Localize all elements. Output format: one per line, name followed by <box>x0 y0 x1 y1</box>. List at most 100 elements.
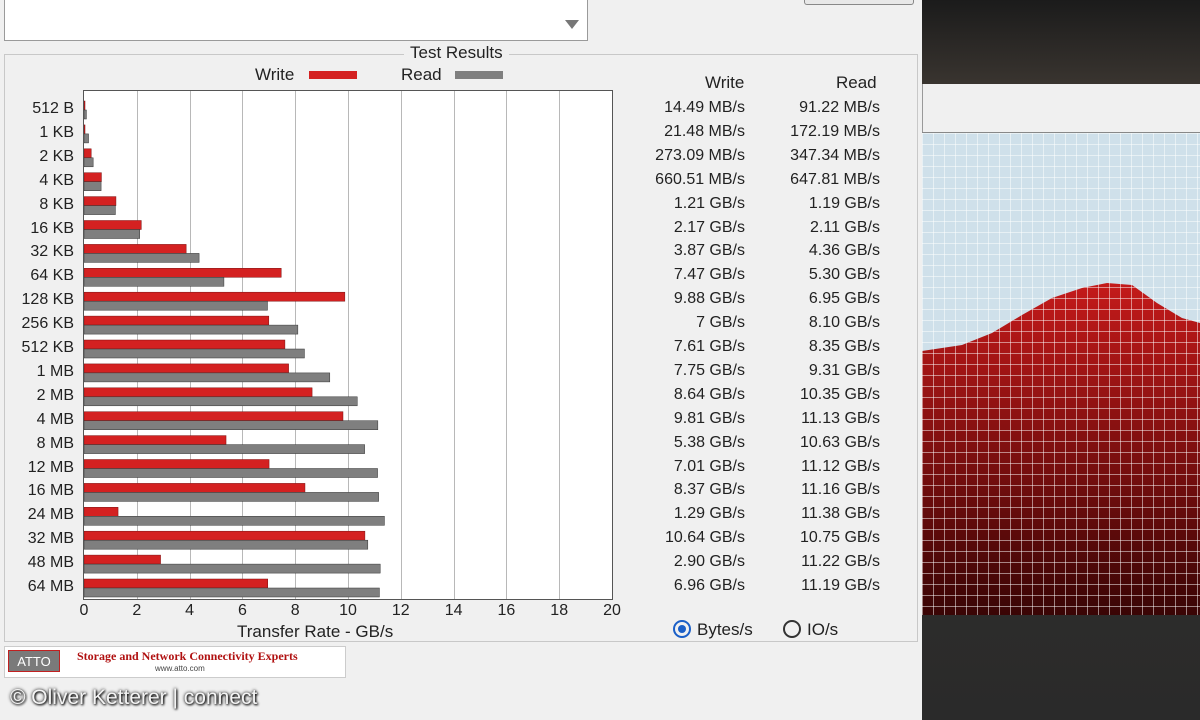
read-bar <box>84 563 381 574</box>
atto-logo-banner: ATTO Storage and Network Connectivity Ex… <box>4 646 346 678</box>
x-axis-tick: 20 <box>603 602 621 619</box>
x-axis-tick: 8 <box>290 602 300 619</box>
y-axis-label: 512 KB <box>21 339 74 356</box>
write-bar <box>84 220 142 230</box>
read-value: 1.19 GB/s <box>808 194 880 212</box>
write-bar <box>84 578 268 589</box>
write-value: 660.51 MB/s <box>655 170 745 188</box>
read-bar <box>84 348 305 359</box>
y-axis-label: 1 KB <box>39 123 74 141</box>
write-value: 21.48 MB/s <box>664 122 745 140</box>
write-value: 14.49 MB/s <box>664 99 745 116</box>
write-value: 1.21 GB/s <box>673 194 745 212</box>
write-bar <box>84 148 92 159</box>
y-axis-label: 32 MB <box>27 530 74 548</box>
read-value: 11.22 GB/s <box>801 553 880 571</box>
read-bar <box>84 181 102 191</box>
read-column-header: Read <box>836 73 877 92</box>
logo-tagline: Storage and Network Connectivity Experts <box>77 649 298 663</box>
read-bar <box>84 539 369 550</box>
read-value: 647.81 MB/s <box>790 170 880 188</box>
io-radio-label[interactable]: IO/s <box>807 620 839 639</box>
read-value: 10.63 GB/s <box>799 433 880 451</box>
y-axis-label: 1 MB <box>36 362 74 380</box>
y-axis-label: 64 MB <box>27 578 74 595</box>
read-value: 8.35 GB/s <box>808 338 880 355</box>
read-bar <box>84 420 379 430</box>
write-value: 5.38 GB/s <box>673 433 745 451</box>
bytes-radio[interactable] <box>673 620 691 638</box>
read-bar <box>84 468 378 478</box>
read-value: 10.35 GB/s <box>799 385 880 403</box>
y-axis-label: 4 KB <box>39 171 74 189</box>
read-value: 6.95 GB/s <box>808 290 880 308</box>
io-radio[interactable] <box>783 620 801 638</box>
read-bar <box>84 516 385 526</box>
read-bar <box>84 205 116 215</box>
y-axis-label: 32 KB <box>30 243 74 261</box>
read-value: 91.22 MB/s <box>799 99 880 116</box>
read-bar <box>84 492 379 502</box>
write-bar <box>84 124 86 135</box>
write-value: 8.64 GB/s <box>673 385 745 403</box>
chevron-down-icon[interactable] <box>565 20 579 29</box>
y-axis-label: 12 MB <box>27 458 74 476</box>
read-bar <box>84 396 358 407</box>
read-value: 11.12 GB/s <box>801 457 880 475</box>
x-axis-tick: 10 <box>339 602 357 619</box>
read-value: 5.30 GB/s <box>808 266 880 284</box>
drive-select-dropdown[interactable] <box>4 0 588 41</box>
write-value: 7.61 GB/s <box>673 338 745 355</box>
write-value: 8.37 GB/s <box>673 481 745 499</box>
write-bar <box>84 411 344 421</box>
read-value: 10.75 GB/s <box>799 529 880 547</box>
y-axis-label: 128 KB <box>21 291 74 309</box>
copyright-text: © Oliver Ketterer | connect <box>10 686 258 709</box>
read-bar <box>84 253 200 263</box>
write-bar <box>84 483 306 493</box>
read-bar <box>84 372 331 383</box>
write-bar <box>84 530 366 541</box>
y-axis-label: 2 KB <box>39 147 74 165</box>
y-axis-label: 48 MB <box>27 554 74 572</box>
read-value: 11.16 GB/s <box>801 481 880 499</box>
x-axis-tick: 12 <box>391 602 410 619</box>
write-bar <box>84 554 161 565</box>
y-axis-label: 4 MB <box>36 410 74 428</box>
legend-write-label: Write <box>255 65 295 84</box>
write-bar <box>84 100 86 111</box>
y-axis-label: 64 KB <box>30 267 74 285</box>
write-value: 9.81 GB/s <box>673 409 745 427</box>
top-button[interactable] <box>804 0 914 5</box>
bytes-radio-label[interactable]: Bytes/s <box>697 620 753 639</box>
read-value: 9.31 GB/s <box>808 361 880 379</box>
y-axis-label: 2 MB <box>36 386 74 404</box>
read-bar <box>84 157 94 168</box>
read-value: 11.13 GB/s <box>801 409 880 427</box>
read-value: 4.36 GB/s <box>808 242 880 260</box>
write-column-header: Write <box>705 73 745 92</box>
write-value: 1.29 GB/s <box>673 505 745 523</box>
x-axis-tick: 2 <box>132 602 142 619</box>
x-axis-tick: 4 <box>185 602 195 619</box>
legend-read-swatch <box>455 71 503 79</box>
read-value: 2.11 GB/s <box>810 218 880 236</box>
legend-write-swatch <box>309 71 357 79</box>
read-bar <box>84 444 365 454</box>
chart-plot-area <box>83 90 613 600</box>
write-bar <box>84 268 282 278</box>
bar-chart <box>84 91 560 599</box>
write-value: 3.87 GB/s <box>673 242 745 260</box>
read-bar <box>84 324 299 335</box>
write-bar <box>84 315 270 326</box>
y-axis-label: 8 KB <box>39 195 74 213</box>
read-bar <box>84 300 268 311</box>
x-axis-title: Transfer Rate - GB/s <box>237 622 394 641</box>
y-axis-label: 512 B <box>32 100 74 117</box>
read-value: 8.10 GB/s <box>808 314 880 332</box>
write-bar <box>84 244 187 254</box>
write-value: 7.01 GB/s <box>673 457 745 475</box>
group-title: Test Results <box>404 43 509 63</box>
atto-logo: ATTO <box>8 650 60 672</box>
write-value: 9.88 GB/s <box>673 290 745 308</box>
